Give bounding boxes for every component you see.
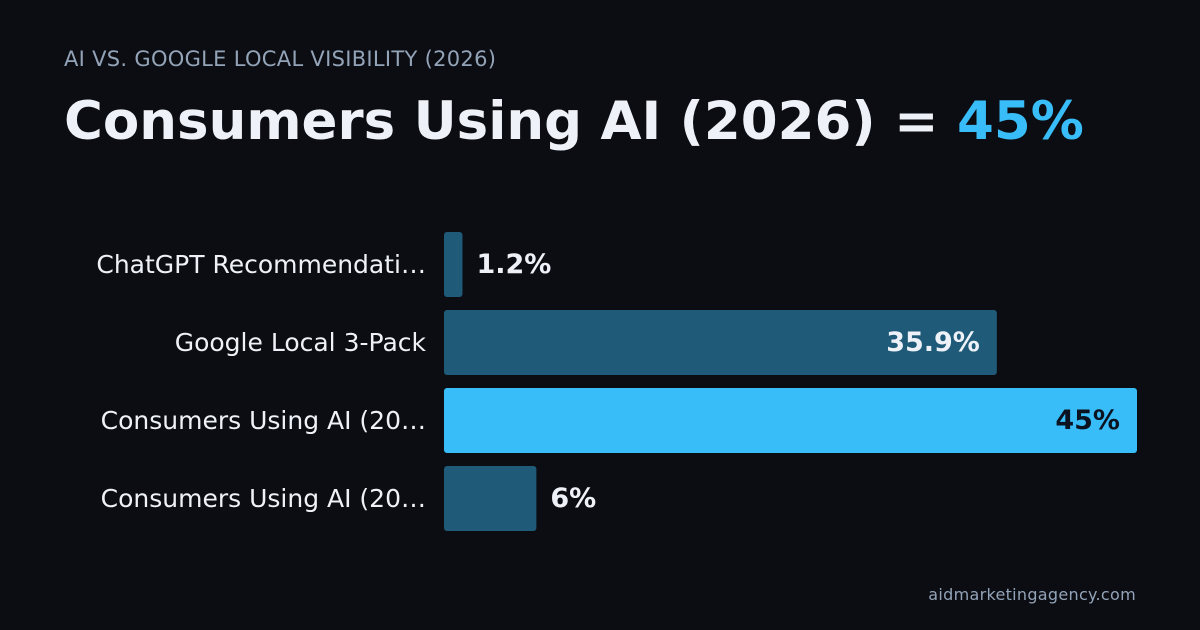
value-label: 35.9% bbox=[886, 327, 980, 358]
bar bbox=[444, 388, 1137, 453]
category-label: Consumers Using AI (20… bbox=[101, 406, 426, 435]
value-label: 6% bbox=[550, 483, 596, 514]
bar bbox=[444, 232, 463, 297]
category-label: Google Local 3-Pack bbox=[175, 328, 427, 357]
category-label: ChatGPT Recommendati… bbox=[96, 250, 426, 279]
value-label: 1.2% bbox=[476, 249, 551, 280]
value-label: 45% bbox=[1055, 405, 1120, 436]
bar bbox=[444, 310, 997, 375]
chart-eyebrow: AI VS. GOOGLE LOCAL VISIBILITY (2026) bbox=[64, 47, 497, 71]
bar bbox=[444, 466, 537, 531]
headline-prefix: Consumers Using AI (2026) = bbox=[64, 91, 957, 152]
headline-value: 45% bbox=[956, 91, 1084, 152]
category-label: Consumers Using AI (20… bbox=[101, 484, 426, 513]
chart-headline: Consumers Using AI (2026) = 45% bbox=[64, 90, 1084, 154]
footer-site: aidmarketingagency.com bbox=[928, 585, 1136, 604]
